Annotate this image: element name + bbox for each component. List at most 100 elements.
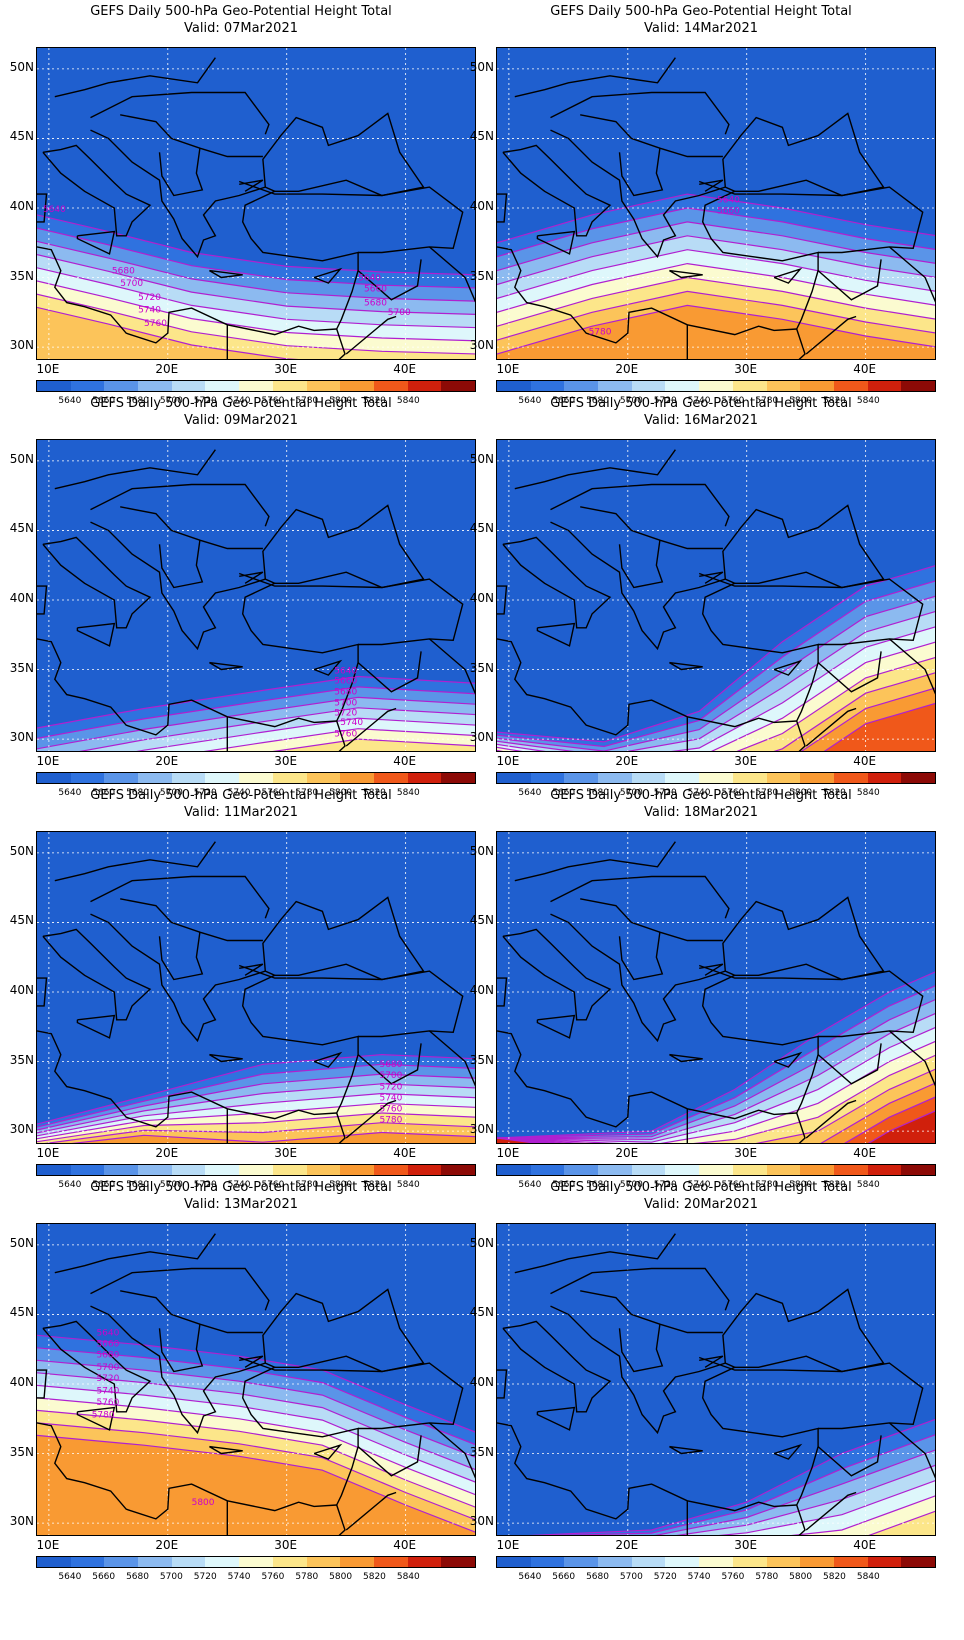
coastline-border bbox=[158, 932, 204, 981]
coastline-border bbox=[722, 1288, 885, 1373]
colorbar-label: 5720 bbox=[653, 1180, 677, 1190]
coastline-border bbox=[37, 1030, 337, 1128]
longitude-label: 10E bbox=[36, 754, 60, 768]
panel-title: GEFS Daily 500-hPa Geo-Potential Height … bbox=[550, 788, 852, 803]
colorbar-swatch bbox=[631, 381, 666, 391]
coastline-border bbox=[618, 1324, 664, 1373]
contour-line bbox=[497, 626, 935, 751]
coastline-border bbox=[550, 913, 819, 1114]
coastline-border bbox=[888, 638, 935, 695]
coastline-border bbox=[722, 504, 885, 589]
colorbar-label: 5780 bbox=[755, 396, 779, 406]
colorbar-label: 5840 bbox=[856, 788, 880, 798]
coastline-border bbox=[209, 1445, 243, 1455]
coastline-border bbox=[514, 1233, 676, 1274]
colorbar-swatch bbox=[272, 1165, 307, 1175]
map-panel: GEFS Daily 500-hPa Geo-Potential Height … bbox=[460, 392, 942, 802]
contour-line bbox=[37, 696, 475, 750]
contour-line bbox=[773, 672, 935, 751]
colorbar-label: 5740 bbox=[687, 1572, 711, 1582]
colorbar-swatch bbox=[37, 381, 71, 391]
latitude-label: 45N bbox=[9, 913, 34, 928]
colorbar-swatch bbox=[239, 773, 273, 783]
latitude-label: 30N bbox=[469, 730, 494, 745]
coastline-border bbox=[54, 1233, 216, 1274]
coastline-border bbox=[580, 898, 723, 942]
map-panel: GEFS Daily 500-hPa Geo-Potential Height … bbox=[0, 784, 482, 1194]
colorbar-swatch bbox=[239, 381, 273, 391]
longitude-label: 30E bbox=[734, 754, 758, 768]
coastline-border bbox=[313, 1051, 343, 1068]
colorbar-label: 5760 bbox=[721, 396, 745, 406]
contour-label: 5720 bbox=[334, 708, 357, 718]
longitude-label: 10E bbox=[496, 1146, 520, 1160]
contour-label: 5700 bbox=[388, 308, 411, 318]
colorbar-swatch bbox=[138, 1557, 172, 1567]
contour-line bbox=[718, 1480, 935, 1535]
colorbar-label: 5700 bbox=[619, 1572, 643, 1582]
contour-label: 5800 bbox=[192, 1498, 215, 1508]
coastline-border bbox=[699, 1355, 724, 1368]
coastline-border bbox=[357, 1435, 422, 1477]
coastline-border bbox=[699, 963, 724, 976]
colorbar-swatch bbox=[340, 1557, 374, 1567]
colorbar-label: 5820 bbox=[823, 1180, 846, 1190]
colorbar-label: 5700 bbox=[159, 1180, 183, 1190]
colorbar-swatch bbox=[239, 1165, 273, 1175]
colorbar bbox=[36, 1556, 476, 1568]
coastline-border bbox=[120, 1290, 263, 1334]
contour-line bbox=[37, 675, 475, 729]
latitude-label: 50N bbox=[469, 843, 494, 858]
coastline-border bbox=[580, 114, 723, 158]
coastline-border bbox=[805, 1099, 857, 1139]
contour-line bbox=[37, 240, 475, 302]
coastline-border bbox=[536, 1406, 576, 1431]
longitude-label: 40E bbox=[853, 754, 877, 768]
contour-line bbox=[497, 1027, 935, 1143]
contour-line bbox=[497, 290, 935, 341]
coastline-border bbox=[37, 638, 337, 736]
contour-line bbox=[527, 1418, 935, 1535]
colorbar-label: 5680 bbox=[126, 788, 149, 798]
coastline-border bbox=[158, 1324, 204, 1373]
contour-map: 5640 5660 5680 5700 5720 5740 5760 5780 5800 bbox=[36, 1223, 476, 1536]
latitude-label: 40N bbox=[9, 1374, 34, 1389]
colorbar-label: 5640 bbox=[518, 1180, 542, 1190]
coastline-border bbox=[514, 57, 676, 98]
longitude-label: 40E bbox=[393, 362, 417, 376]
contour-label: 5740 bbox=[340, 718, 363, 728]
coastline-border bbox=[357, 651, 422, 693]
latitude-label: 40N bbox=[469, 982, 494, 997]
colorbar-swatch bbox=[373, 1165, 408, 1175]
colorbar-swatch bbox=[306, 381, 341, 391]
latitude-label: 40N bbox=[469, 198, 494, 213]
coastline-border bbox=[239, 571, 264, 584]
contour-label: 5660 bbox=[364, 284, 387, 294]
coastline-border bbox=[550, 91, 730, 135]
colorbar-swatch bbox=[373, 773, 408, 783]
contour-line bbox=[497, 999, 935, 1139]
coastline-border bbox=[550, 483, 730, 527]
colorbar bbox=[496, 1556, 936, 1568]
coastline-border bbox=[699, 571, 724, 584]
contour-label: 5680 bbox=[364, 298, 387, 308]
coastline-border bbox=[773, 659, 803, 676]
coastline-border bbox=[502, 144, 612, 237]
contour-line bbox=[37, 1053, 475, 1125]
longitude-label: 30E bbox=[274, 1146, 298, 1160]
colorbar-swatch bbox=[800, 1165, 834, 1175]
colorbar-label: 5840 bbox=[396, 396, 420, 406]
coastline-border bbox=[37, 246, 337, 344]
colorbar-label: 5740 bbox=[227, 788, 251, 798]
coastline-border bbox=[669, 1053, 703, 1063]
colorbar-label: 5700 bbox=[159, 1572, 183, 1582]
coastline-border bbox=[817, 1043, 882, 1085]
coastline-border bbox=[669, 269, 703, 279]
coastline-border bbox=[580, 1290, 723, 1334]
colorbar-swatch bbox=[665, 1557, 700, 1567]
coastline-border bbox=[238, 572, 464, 646]
latitude-label: 50N bbox=[9, 59, 34, 74]
latitude-label: 35N bbox=[469, 1444, 494, 1459]
contour-label: 5660 bbox=[334, 676, 357, 686]
colorbar-label: 5760 bbox=[261, 396, 285, 406]
